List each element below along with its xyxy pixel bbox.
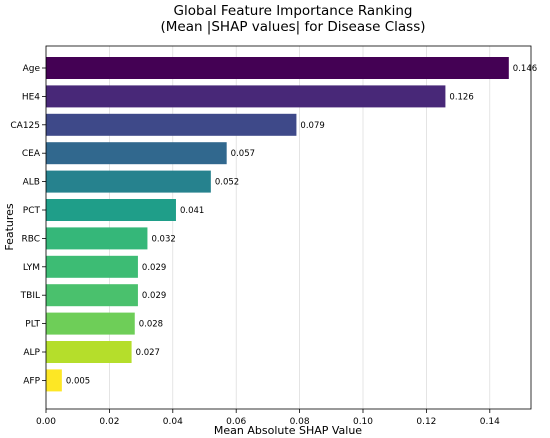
value-label-ca125: 0.079 [300,121,324,131]
bar-rbc [46,227,148,250]
value-label-age: 0.146 [513,64,537,74]
value-label-plt: 0.028 [139,320,163,330]
chart-subtitle: (Mean |SHAP values| for Disease Class) [160,19,425,35]
y-tick-label-pct: PCT [23,206,41,216]
y-tick-label-age: Age [23,64,41,74]
bar-tbil [46,284,138,307]
value-label-he4: 0.126 [449,92,473,102]
bar-age [46,57,509,79]
value-labels-group: 0.146 0.126 0.079 0.057 0.052 0.041 0.032 0.029… [66,64,537,386]
y-axis-label: Features [3,203,16,251]
y-axis-ticks: Age HE4 CA125 CEA ALB PCT RBC LYM TBIL PLT ALP AFP [10,64,46,386]
y-tick-label-alb: ALB [23,178,40,188]
x-axis-label: Mean Absolute SHAP Value [214,424,362,437]
x-tick-label: 0.14 [480,417,500,427]
y-tick-label-lym: LYM [23,263,40,273]
y-tick-label-cea: CEA [22,149,41,159]
y-tick-label-tbil: TBIL [20,291,40,301]
x-tick-label: 0.10 [353,417,373,427]
bars-group [46,57,509,392]
bar-he4 [46,85,446,108]
bar-pct [46,199,176,221]
x-tick-label: 0.12 [416,417,436,427]
value-label-cea: 0.057 [231,149,255,159]
bar-cea [46,142,227,165]
bar-alp [46,341,132,363]
y-tick-label-rbc: RBC [21,234,40,244]
value-label-alb: 0.052 [215,178,239,188]
value-label-pct: 0.041 [180,206,204,216]
bar-lym [46,255,138,278]
y-tick-label-he4: HE4 [22,92,40,102]
bar-afp [46,369,62,392]
x-tick-label: 0.04 [163,417,183,427]
y-tick-label-plt: PLT [25,320,40,330]
value-label-alp: 0.027 [136,348,160,358]
value-label-afp: 0.005 [66,376,90,386]
value-label-rbc: 0.032 [151,234,175,244]
x-tick-label: 0.08 [290,417,310,427]
y-tick-label-afp: AFP [23,376,40,386]
y-tick-label-ca125: CA125 [10,121,40,131]
y-tick-label-alp: ALP [23,348,40,358]
x-tick-label: 0.00 [36,417,56,427]
bar-plt [46,312,135,335]
value-label-lym: 0.029 [142,263,166,273]
plot-frame [45,45,532,410]
bar-ca125 [46,113,297,136]
x-tick-label: 0.02 [99,417,119,427]
x-tick-label: 0.06 [226,417,246,427]
bar-alb [46,170,211,193]
chart-title: Global Feature Importance Ranking [174,3,413,19]
value-label-tbil: 0.029 [142,291,166,301]
x-axis-ticks: 0.00 0.02 0.04 0.06 0.08 0.10 0.12 0.14 [36,409,500,427]
